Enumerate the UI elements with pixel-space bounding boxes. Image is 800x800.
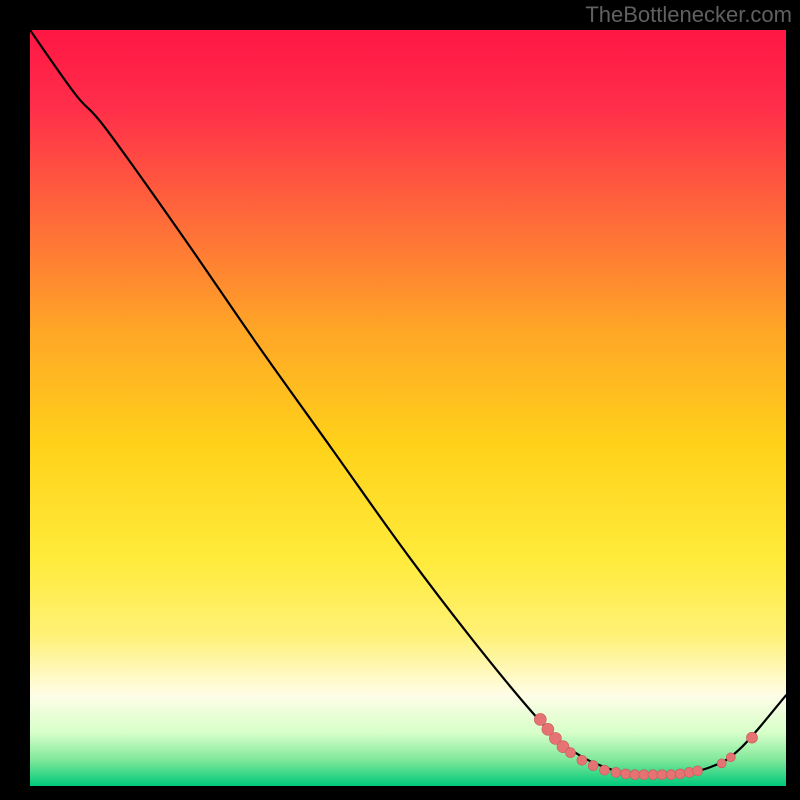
marker-dot: [657, 770, 667, 780]
plot-svg: [30, 30, 786, 786]
marker-dot: [600, 765, 610, 775]
marker-dot: [621, 769, 631, 779]
marker-dot: [726, 753, 735, 762]
plot-area: [30, 30, 786, 786]
marker-dot: [588, 761, 598, 771]
marker-dot: [666, 770, 676, 780]
marker-dot: [611, 767, 621, 777]
marker-dot: [566, 748, 576, 758]
marker-dot: [534, 713, 546, 725]
gradient-background: [30, 30, 786, 786]
marker-dot: [630, 770, 640, 780]
chart-stage: TheBottlenecker.com: [0, 0, 800, 800]
marker-dot: [746, 732, 757, 743]
marker-dot: [577, 755, 587, 765]
marker-dot: [675, 769, 685, 779]
attribution-text: TheBottlenecker.com: [585, 2, 792, 28]
marker-dot: [639, 770, 649, 780]
marker-dot: [693, 766, 703, 776]
marker-dot: [648, 770, 658, 780]
marker-dot: [717, 759, 726, 768]
